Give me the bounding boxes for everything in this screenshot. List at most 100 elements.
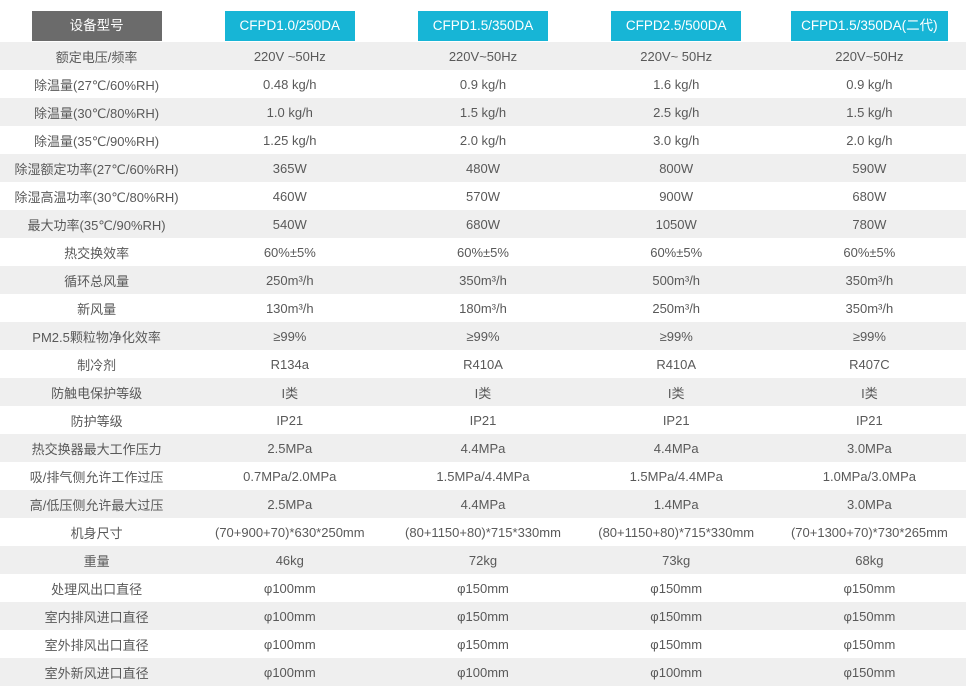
cell-value: 500m³/h bbox=[652, 272, 701, 288]
table-row: 最大功率(35℃/90%RH) 540W 680W 1050W 780W bbox=[0, 210, 966, 238]
row-label: 机身尺寸 bbox=[70, 525, 123, 541]
row-label: 额定电压/频率 bbox=[55, 49, 138, 65]
table-row: 制冷剂 R134a R410A R410A R407C bbox=[0, 350, 966, 378]
cell-value: (70+900+70)*630*250mm bbox=[214, 524, 365, 540]
cell-value: 60%±5% bbox=[843, 244, 896, 260]
cell-value: 3.0 kg/h bbox=[653, 132, 700, 148]
cell-value: 3.0MPa bbox=[846, 496, 892, 512]
cell-value: 480W bbox=[466, 160, 500, 176]
cell-value: 250m³/h bbox=[652, 300, 701, 316]
cell-value: φ100mm bbox=[457, 664, 509, 680]
cell-value: 1.0 kg/h bbox=[266, 104, 313, 120]
cell-value: ≥99% bbox=[659, 328, 693, 344]
table-row: 防触电保护等级 I类 I类 I类 I类 bbox=[0, 378, 966, 406]
row-label: 制冷剂 bbox=[77, 357, 117, 373]
cell-value: IP21 bbox=[856, 412, 883, 428]
row-label: 防护等级 bbox=[70, 413, 123, 429]
cell-value: R410A bbox=[656, 356, 697, 372]
cell-value: 220V~50Hz bbox=[448, 48, 518, 64]
row-label: 除温量(27℃/60%RH) bbox=[34, 77, 160, 93]
cell-value: 130m³/h bbox=[265, 300, 314, 316]
cell-value: 68kg bbox=[855, 552, 884, 568]
table-row: 机身尺寸 (70+900+70)*630*250mm (80+1150+80)*… bbox=[0, 518, 966, 546]
table-row: 除温量(27℃/60%RH) 0.48 kg/h 0.9 kg/h 1.6 kg… bbox=[0, 70, 966, 98]
cell-value: 0.9 kg/h bbox=[459, 76, 507, 92]
header-cell-model-1: CFPD1.0/250DA bbox=[193, 0, 386, 42]
cell-value: φ150mm bbox=[843, 636, 896, 652]
cell-value: R410A bbox=[463, 356, 503, 372]
row-label: 吸/排气侧允许工作过压 bbox=[29, 469, 164, 485]
table-row: 高/低压侧允许最大过压 2.5MPa 4.4MPa 1.4MPa 3.0MPa bbox=[0, 490, 966, 518]
cell-value: φ100mm bbox=[263, 636, 316, 652]
table-row: 除湿额定功率(27℃/60%RH) 365W 480W 800W 590W bbox=[0, 154, 966, 182]
cell-value: 365W bbox=[272, 160, 307, 176]
cell-value: 680W bbox=[852, 188, 887, 204]
model-badge-cfpd2-5-500da: CFPD2.5/500DA bbox=[611, 10, 742, 41]
table-row: PM2.5颗粒物净化效率 ≥99% ≥99% ≥99% ≥99% bbox=[0, 322, 966, 350]
model-badge-cfpd1-0-250da: CFPD1.0/250DA bbox=[224, 10, 355, 41]
table-row: 热交换效率 60%±5% 60%±5% 60%±5% 60%±5% bbox=[0, 238, 966, 266]
cell-value: ≥99% bbox=[466, 328, 500, 344]
cell-value: 800W bbox=[659, 160, 694, 176]
cell-value: IP21 bbox=[469, 412, 497, 428]
cell-value: 1050W bbox=[655, 216, 697, 232]
cell-value: 4.4MPa bbox=[460, 440, 506, 456]
cell-value: 1.4MPa bbox=[653, 496, 699, 512]
cell-value: (80+1150+80)*715*330mm bbox=[405, 524, 561, 540]
table-body: 额定电压/频率 220V ~50Hz 220V~50Hz 220V~ 50Hz … bbox=[0, 42, 966, 686]
row-label: 热交换器最大工作压力 bbox=[31, 441, 162, 457]
cell-value: 350m³/h bbox=[845, 300, 894, 316]
cell-value: φ150mm bbox=[457, 608, 509, 624]
cell-value: I类 bbox=[667, 385, 685, 401]
cell-value: 72kg bbox=[468, 552, 498, 568]
cell-value: R407C bbox=[849, 356, 890, 372]
cell-value: φ150mm bbox=[843, 664, 896, 680]
cell-value: 2.0 kg/h bbox=[846, 132, 893, 148]
cell-value: 220V ~50Hz bbox=[253, 48, 326, 64]
cell-value: 220V~ 50Hz bbox=[640, 48, 713, 64]
table-row: 室外排风出口直径 φ100mm φ150mm φ150mm φ150mm bbox=[0, 630, 966, 658]
table-header-row: 设备型号 CFPD1.0/250DA CFPD1.5/350DA CFPD2.5… bbox=[0, 0, 966, 42]
cell-value: 3.0MPa bbox=[846, 440, 892, 456]
table-row: 额定电压/频率 220V ~50Hz 220V~50Hz 220V~ 50Hz … bbox=[0, 42, 966, 70]
table-row: 新风量 130m³/h 180m³/h 250m³/h 350m³/h bbox=[0, 294, 966, 322]
cell-value: 2.5MPa bbox=[267, 496, 313, 512]
row-label: 高/低压侧允许最大过压 bbox=[29, 497, 164, 513]
cell-value: 60%±5% bbox=[263, 244, 316, 260]
cell-value: (70+1300+70)*730*265mm bbox=[790, 524, 948, 540]
cell-value: 0.9 kg/h bbox=[846, 76, 893, 92]
cell-value: 4.4MPa bbox=[460, 496, 506, 512]
cell-value: (80+1150+80)*715*330mm bbox=[598, 524, 755, 540]
cell-value: 2.5MPa bbox=[267, 440, 313, 456]
table-row: 重量 46kg 72kg 73kg 68kg bbox=[0, 546, 966, 574]
cell-value: φ150mm bbox=[650, 636, 703, 652]
cell-value: 900W bbox=[659, 188, 694, 204]
table-row: 热交换器最大工作压力 2.5MPa 4.4MPa 4.4MPa 3.0MPa bbox=[0, 434, 966, 462]
row-label: 室外新风进口直径 bbox=[44, 665, 149, 681]
table-row: 处理风出口直径 φ100mm φ150mm φ150mm φ150mm bbox=[0, 574, 966, 602]
row-label: 室内排风进口直径 bbox=[44, 609, 149, 625]
cell-value: 2.0 kg/h bbox=[459, 132, 507, 148]
cell-value: I类 bbox=[861, 385, 878, 401]
cell-value: 0.48 kg/h bbox=[263, 76, 317, 92]
cell-value: φ150mm bbox=[457, 636, 509, 652]
cell-value: I类 bbox=[474, 385, 492, 401]
row-label: 室外排风出口直径 bbox=[44, 637, 149, 653]
cell-value: φ150mm bbox=[650, 580, 703, 596]
row-label: 除温量(30℃/80%RH) bbox=[34, 105, 160, 121]
table-row: 吸/排气侧允许工作过压 0.7MPa/2.0MPa 1.5MPa/4.4MPa … bbox=[0, 462, 966, 490]
header-cell-model-2: CFPD1.5/350DA bbox=[386, 0, 579, 42]
cell-value: φ150mm bbox=[457, 580, 509, 596]
cell-value: 460W bbox=[272, 188, 307, 204]
header-cell-model-4: CFPD1.5/350DA(二代) bbox=[773, 0, 966, 42]
cell-value: ≥99% bbox=[852, 328, 886, 344]
row-label: 新风量 bbox=[77, 301, 117, 317]
table-row: 防护等级 IP21 IP21 IP21 IP21 bbox=[0, 406, 966, 434]
cell-value: 60%±5% bbox=[650, 244, 703, 260]
cell-value: 1.6 kg/h bbox=[653, 76, 700, 92]
cell-value: I类 bbox=[281, 385, 299, 401]
row-label: 最大功率(35℃/90%RH) bbox=[27, 217, 166, 233]
cell-value: 1.5MPa/4.4MPa bbox=[436, 468, 530, 484]
device-model-header-badge: 设备型号 bbox=[31, 10, 162, 41]
